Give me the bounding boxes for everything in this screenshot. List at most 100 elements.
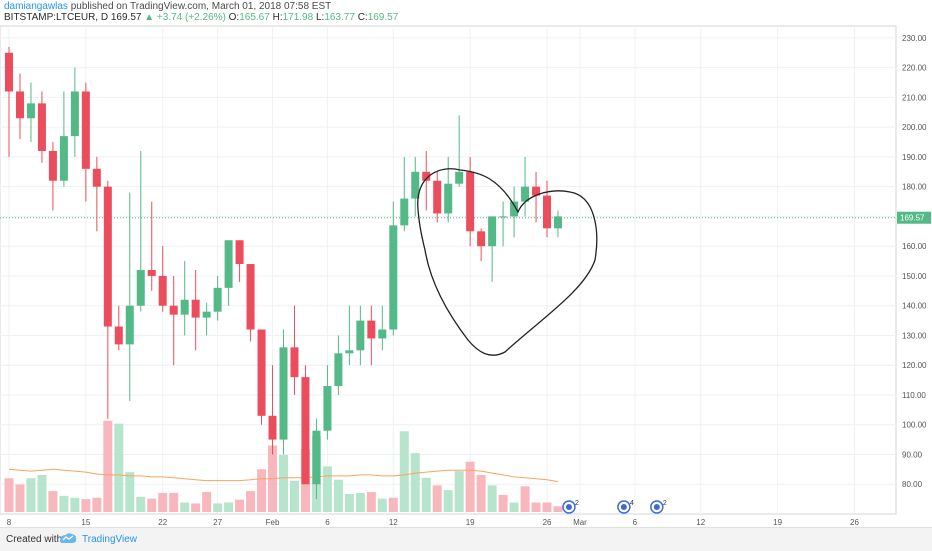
candle-body: [92, 168, 101, 187]
last-price: 169.57: [110, 12, 142, 23]
candle: [279, 329, 288, 455]
x-tick-label: 19: [466, 518, 475, 527]
candle-body: [5, 52, 13, 92]
x-tick-label: 19: [773, 518, 782, 527]
candle: [389, 201, 398, 336]
volume-bar: [509, 502, 519, 512]
author-link[interactable]: damiangawlas: [4, 1, 68, 12]
candle: [235, 240, 244, 282]
candle-body: [312, 430, 321, 485]
volume-bar: [59, 495, 69, 512]
candle: [59, 91, 68, 187]
volume-bar: [15, 484, 25, 512]
candle: [136, 150, 145, 312]
event-marker-dot: [653, 504, 660, 510]
candle: [488, 216, 497, 282]
candle-body: [202, 311, 211, 318]
candle-body: [103, 186, 112, 327]
volume-bar: [81, 499, 91, 512]
y-tick-label: 200.00: [902, 123, 927, 132]
volume-bar: [37, 474, 47, 512]
heart-drawing: [417, 168, 598, 356]
volume-bar: [26, 478, 36, 512]
y-tick-label: 180.00: [902, 183, 927, 192]
open-value: 165.67: [239, 12, 270, 23]
volume-bar: [366, 492, 376, 512]
volume-bar: [399, 431, 409, 512]
candle-body: [169, 305, 178, 315]
volume-bar: [388, 497, 398, 512]
candle: [257, 329, 266, 425]
x-tick-label: 12: [389, 518, 398, 527]
x-tick-label: 12: [696, 518, 705, 527]
y-tick-label: 210.00: [902, 93, 927, 102]
candle: [224, 240, 233, 306]
y-tick-label: 90.00: [902, 450, 923, 459]
y-tick-label: 230.00: [902, 34, 927, 43]
volume-bar: [125, 472, 135, 512]
candle: [81, 82, 90, 202]
candle-body: [554, 216, 562, 229]
volume-bar: [498, 494, 508, 512]
volume-bar: [377, 498, 387, 512]
volume-bar: [70, 497, 80, 512]
volume-bar: [136, 496, 146, 512]
candle: [532, 171, 541, 223]
y-tick-label: 80.00: [902, 480, 923, 489]
y-tick-label: 120.00: [902, 361, 927, 370]
candle: [554, 210, 562, 238]
y-tick-label: 190.00: [902, 153, 927, 162]
chart-header: damiangawlas published on TradingView.co…: [0, 0, 932, 24]
candle: [356, 305, 365, 366]
candle: [477, 228, 486, 262]
y-tick-label: 100.00: [902, 421, 927, 430]
candle-body: [444, 183, 453, 214]
candle: [180, 261, 189, 336]
volume-bar: [333, 479, 343, 512]
candle: [202, 302, 211, 336]
tradingview-brand[interactable]: TradingView: [82, 534, 138, 545]
candle: [323, 365, 332, 440]
candle-body: [400, 198, 409, 226]
candle: [5, 46, 13, 157]
candle-body: [345, 350, 354, 354]
candle: [378, 305, 387, 351]
candle: [37, 91, 46, 163]
candle-body: [37, 103, 46, 151]
price-chart[interactable]: 80.00 90.00 100.00 110.00 120.00 130.00 140.00…: [0, 0, 932, 527]
volume-ma-line: [8, 468, 559, 483]
candle-body: [499, 216, 508, 218]
volume-bar: [322, 466, 332, 512]
candle: [191, 270, 200, 351]
candle-body: [59, 136, 68, 181]
close-value: 169.57: [367, 12, 399, 23]
volume-bar: [487, 485, 497, 512]
plot-area: [0, 25, 897, 515]
created-with-text: Created with: [6, 534, 63, 545]
candle: [290, 305, 299, 395]
published-text: published on TradingView.com, March 01, …: [70, 1, 332, 12]
candle: [422, 150, 431, 211]
volume-bar: [520, 486, 530, 512]
candle-body: [158, 275, 167, 306]
candle: [411, 156, 420, 217]
volume-bar: [454, 471, 464, 512]
volume-bar: [4, 478, 14, 512]
candle: [400, 156, 409, 232]
volume-bar: [224, 502, 234, 512]
candle-body: [224, 240, 233, 288]
candle: [334, 335, 343, 395]
candle: [169, 275, 178, 366]
volume-bar: [246, 491, 256, 512]
volume-bar: [213, 503, 223, 512]
candle-body: [488, 216, 497, 247]
candle-body: [114, 326, 123, 345]
candle: [213, 275, 222, 321]
low-value: 163.77: [324, 12, 355, 23]
volume-bar: [103, 420, 113, 512]
volume-bar: [180, 502, 190, 512]
candle-body: [323, 386, 332, 431]
volume-bar: [147, 498, 157, 512]
candle-body: [356, 320, 365, 351]
tradingview-logo-icon[interactable]: [58, 531, 78, 545]
